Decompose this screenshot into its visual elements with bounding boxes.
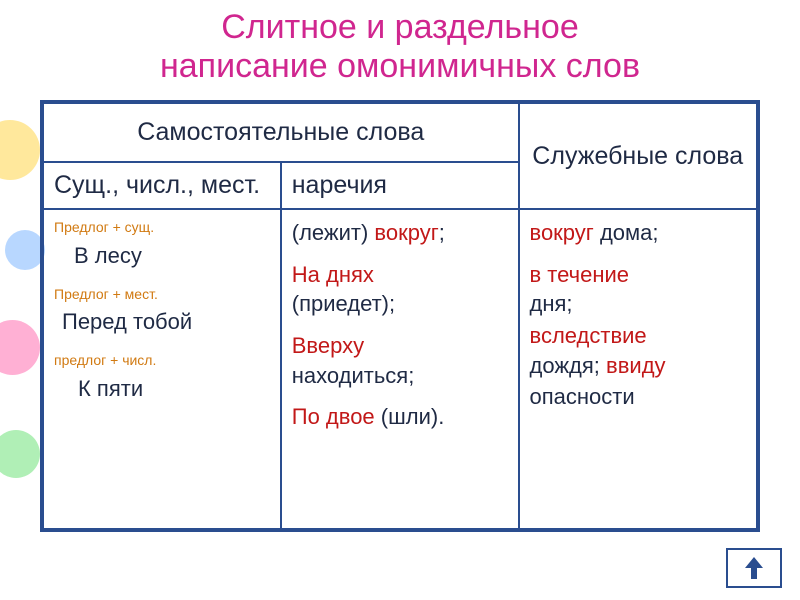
label-prep-num: предлог + числ. xyxy=(54,351,270,370)
example-kpyati: К пяти xyxy=(78,374,270,404)
header-independent: Самостоятельные слова xyxy=(43,103,519,162)
decorative-circle xyxy=(5,230,45,270)
srv-line4: опасности xyxy=(530,382,747,412)
decorative-circle xyxy=(0,320,40,375)
decorative-circle xyxy=(0,430,40,478)
srv-line3: вследствие дождя; ввиду xyxy=(530,321,747,380)
decorative-circle xyxy=(0,120,40,180)
adv-line4: По двое (шли). xyxy=(292,402,508,432)
cell-service-words: вокруг дома; в течение дня; вследствие д… xyxy=(519,209,758,529)
title-line1: Слитное и раздельное xyxy=(0,8,800,47)
header-noun-num-pron: Сущ., числ., мест. xyxy=(43,162,281,209)
grammar-table: Самостоятельные слова Служебные слова Су… xyxy=(40,100,760,532)
header-adverbs: наречия xyxy=(281,162,519,209)
title-line2: написание омонимичных слов xyxy=(0,47,800,86)
example-vlesu: В лесу xyxy=(74,241,270,271)
header-service: Служебные слова xyxy=(519,103,758,209)
page-title: Слитное и раздельное написание омонимичн… xyxy=(0,0,800,86)
srv-line1: вокруг дома; xyxy=(530,218,747,248)
cell-adverbs: (лежит) вокруг; На днях (приедет); Вверх… xyxy=(281,209,519,529)
cell-prep-examples: Предлог + сущ. В лесу Предлог + мест. Пе… xyxy=(43,209,281,529)
adv-line2: На днях (приедет); xyxy=(292,260,508,319)
adv-line1: (лежит) вокруг; xyxy=(292,218,508,248)
srv-line2: в течение дня; xyxy=(530,260,747,319)
label-prep-pron: Предлог + мест. xyxy=(54,285,270,304)
nav-up-button[interactable] xyxy=(726,548,782,588)
example-peredtoboy: Перед тобой xyxy=(62,307,270,337)
arrow-up-icon xyxy=(743,555,765,581)
adv-line3: Вверху находиться; xyxy=(292,331,508,390)
label-prep-noun: Предлог + сущ. xyxy=(54,218,270,237)
